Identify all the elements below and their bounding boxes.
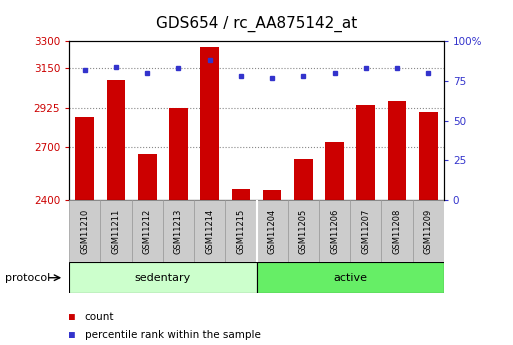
Bar [194, 200, 225, 262]
Text: GSM11210: GSM11210 [81, 208, 89, 254]
Bar [169, 108, 188, 200]
Bar [107, 80, 125, 200]
Bar [225, 200, 256, 262]
Bar [256, 262, 444, 293]
Bar [294, 159, 312, 200]
Text: percentile rank within the sample: percentile rank within the sample [85, 330, 261, 339]
Bar [381, 200, 412, 262]
Text: active: active [333, 273, 367, 283]
Bar [319, 200, 350, 262]
Bar [200, 47, 219, 200]
Bar [69, 262, 256, 293]
Text: ■: ■ [69, 330, 75, 339]
Bar [388, 101, 406, 200]
Text: GSM11207: GSM11207 [361, 208, 370, 254]
Bar [132, 200, 163, 262]
Text: GSM11209: GSM11209 [424, 208, 432, 254]
Bar [412, 200, 444, 262]
Text: GSM11205: GSM11205 [299, 208, 308, 254]
Text: GSM11212: GSM11212 [143, 208, 152, 254]
Text: GSM11208: GSM11208 [392, 208, 402, 254]
Text: sedentary: sedentary [135, 273, 191, 283]
Bar [101, 200, 132, 262]
Bar [419, 112, 438, 200]
Bar [138, 154, 156, 200]
Bar [325, 142, 344, 200]
Bar [163, 200, 194, 262]
Text: GSM11206: GSM11206 [330, 208, 339, 254]
Text: ■: ■ [69, 313, 75, 322]
Text: GSM11204: GSM11204 [268, 208, 277, 254]
Text: GSM11215: GSM11215 [236, 208, 245, 254]
Bar [75, 117, 94, 200]
Bar [69, 200, 101, 262]
Text: GSM11213: GSM11213 [174, 208, 183, 254]
Text: GSM11214: GSM11214 [205, 208, 214, 254]
Text: protocol: protocol [5, 273, 50, 283]
Text: GSM11211: GSM11211 [111, 208, 121, 254]
Bar [263, 189, 282, 200]
Bar [256, 200, 288, 262]
Text: GDS654 / rc_AA875142_at: GDS654 / rc_AA875142_at [156, 16, 357, 32]
Bar [231, 189, 250, 200]
Bar [357, 105, 375, 200]
Text: count: count [85, 313, 114, 322]
Bar [288, 200, 319, 262]
Bar [350, 200, 381, 262]
